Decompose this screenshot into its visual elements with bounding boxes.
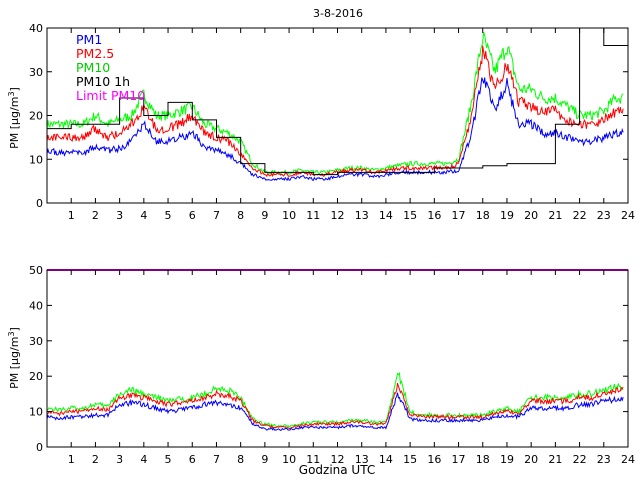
bot-x-tick-label: 16: [427, 453, 441, 466]
legend-pm10: PM10: [76, 60, 110, 75]
bot-x-tick-label: 4: [140, 453, 147, 466]
top-x-tick-label: 11: [306, 209, 320, 222]
legend-pm10-1h: PM10 1h: [76, 74, 130, 89]
top-y-tick-label: 20: [29, 110, 43, 123]
bottom-ylabel-end: ]: [8, 327, 21, 331]
bot-y-tick-label: 30: [29, 335, 43, 348]
bot-x-tick-label: 10: [282, 453, 296, 466]
top-panel: 1 2 3 4 5 6 7 8 9 10 11 12 13 14 15 16 17 18 19 20 21 22 23 240…: [7, 22, 636, 222]
top-x-tick-label: 5: [165, 209, 172, 222]
bot-y-tick-label: 10: [29, 406, 43, 419]
bot-x-tick-label: 2: [92, 453, 99, 466]
bot-x-tick-label: 21: [548, 453, 562, 466]
top-pm10-line: [46, 31, 624, 176]
bot-pm10-line: [46, 371, 624, 428]
top-x-tick-label: 19: [500, 209, 514, 222]
top-ylabel-sup: 3: [7, 91, 16, 96]
bot-x-tick-label: 19: [500, 453, 514, 466]
top-x-tick-label: 22: [573, 209, 587, 222]
top-x-tick-label: 21: [548, 209, 562, 222]
top-x-tick-label: 13: [355, 209, 369, 222]
top-y-tick-label: 0: [36, 197, 43, 210]
top-x-tick-label: 10: [282, 209, 296, 222]
top-x-tick-label: 15: [403, 209, 417, 222]
legend-limit-pm10: Limit PM10: [76, 88, 145, 103]
top-x-tick-label: 8: [237, 209, 244, 222]
bot-x-tick-label: 17: [452, 453, 466, 466]
top-x-tick-label: 2: [92, 209, 99, 222]
top-x-tick-label: 7: [213, 209, 220, 222]
top-x-tick-label: 14: [379, 209, 393, 222]
bot-x-tick-label: 6: [189, 453, 196, 466]
top-x-tick-label: 20: [524, 209, 538, 222]
top-x-tick-label: 23: [597, 209, 611, 222]
top-x-tick-label: 12: [331, 209, 345, 222]
bottom-panel: 1 2 3 4 5 6 7 8 9 10 11 12 13 14 15 16 17 18 19 20 21 22 23 240…: [7, 264, 636, 466]
top-ticks: 1 2 3 4 5 6 7 8 9 10 11 12 13 14 15 16 17 18 19 20 21 22 23 240…: [29, 22, 635, 222]
chart-title: 3-8-2016: [313, 7, 363, 20]
bot-pm25-line: [46, 382, 624, 430]
top-x-tick-label: 24: [621, 209, 635, 222]
top-x-tick-label: 16: [427, 209, 441, 222]
bot-y-tick-label: 20: [29, 370, 43, 383]
top-series-group: [46, 27, 628, 182]
bot-axes-box: [46, 269, 629, 448]
top-pm25-line: [46, 45, 624, 178]
bottom-ylabel-sup: 3: [7, 331, 16, 336]
top-x-tick-label: 6: [189, 209, 196, 222]
bot-x-tick-label: 18: [476, 453, 490, 466]
x-axis-label: Godzina UTC: [299, 463, 375, 477]
legend: PM1 PM2.5 PM10 PM10 1h Limit PM10: [76, 32, 145, 103]
bottom-ylabel-main: PM [µg/m: [8, 337, 21, 389]
top-y-tick-label: 40: [29, 22, 43, 35]
legend-pm1: PM1: [76, 32, 102, 47]
bot-x-tick-label: 9: [261, 453, 268, 466]
bottom-y-axis-label: PM [µg/m3]: [7, 327, 22, 389]
bottom-frame: [46, 269, 629, 448]
bot-x-tick-label: 1: [68, 453, 75, 466]
bot-x-tick-label: 22: [573, 453, 587, 466]
bot-x-tick-label: 24: [621, 453, 635, 466]
top-ylabel-end: ]: [8, 87, 21, 91]
top-ylabel-main: PM [µg/m: [8, 97, 21, 149]
bot-x-tick-label: 23: [597, 453, 611, 466]
bot-pm1-line: [46, 392, 624, 431]
bot-x-tick-label: 8: [237, 453, 244, 466]
top-x-tick-label: 3: [116, 209, 123, 222]
legend-pm25: PM2.5: [76, 46, 114, 61]
bot-x-tick-label: 14: [379, 453, 393, 466]
top-x-tick-label: 4: [140, 209, 147, 222]
bot-x-tick-label: 3: [116, 453, 123, 466]
bot-x-tick-label: 13: [355, 453, 369, 466]
bottom-ticks: 1 2 3 4 5 6 7 8 9 10 11 12 13 14 15 16 17 18 19 20 21 22 23 240…: [29, 264, 635, 466]
bot-y-tick-label: 40: [29, 299, 43, 312]
bot-x-tick-label: 15: [403, 453, 417, 466]
top-y-tick-label: 10: [29, 153, 43, 166]
top-x-tick-label: 9: [261, 209, 268, 222]
top-y-tick-label: 30: [29, 66, 43, 79]
bottom-series-group: [46, 371, 624, 431]
bot-x-tick-label: 5: [165, 453, 172, 466]
bot-x-tick-label: 20: [524, 453, 538, 466]
bot-x-tick-label: 7: [213, 453, 220, 466]
top-y-axis-label: PM [µg/m3]: [7, 87, 22, 149]
top-pm1-line: [46, 77, 624, 182]
bot-x-tick-label: 11: [306, 453, 320, 466]
top-x-tick-label: 17: [452, 209, 466, 222]
bot-y-tick-label: 50: [29, 264, 43, 277]
bot-x-tick-label: 12: [331, 453, 345, 466]
bot-y-tick-label: 0: [36, 441, 43, 454]
top-x-tick-label: 18: [476, 209, 490, 222]
top-pm10-1h-step-line: [47, 27, 628, 176]
top-x-tick-label: 1: [68, 209, 75, 222]
